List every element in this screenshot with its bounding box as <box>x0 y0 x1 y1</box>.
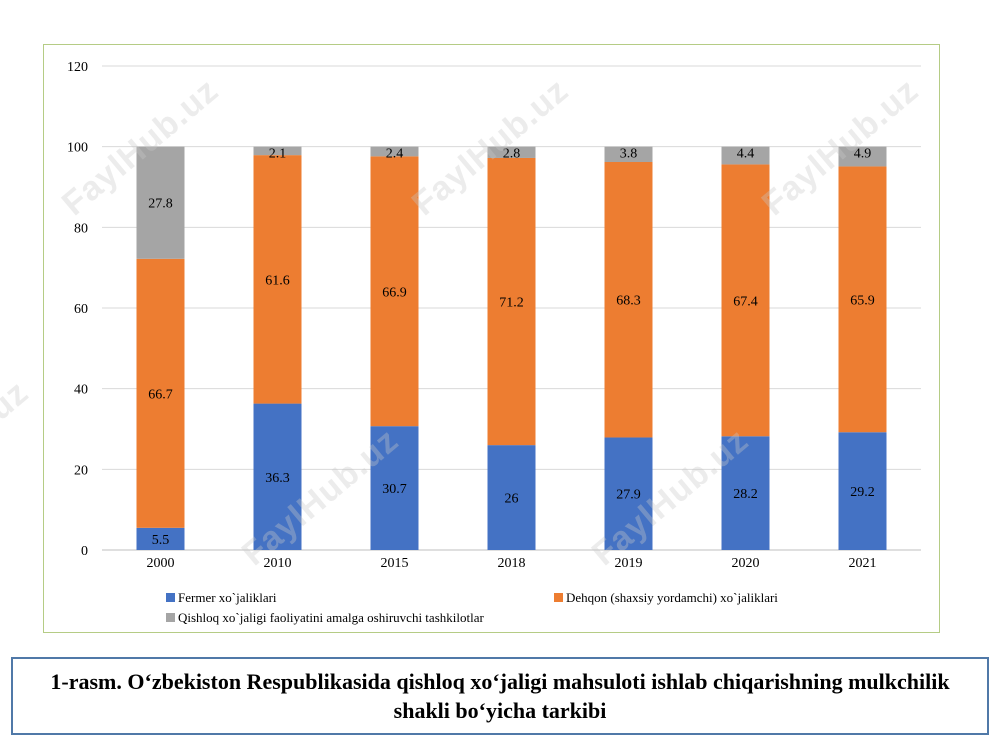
bar-segment <box>604 437 653 550</box>
y-tick-label: 80 <box>74 221 88 236</box>
y-tick-label: 40 <box>74 383 88 398</box>
bar-segment <box>370 156 419 427</box>
bar-segment <box>838 432 887 550</box>
bar-segment <box>721 164 770 437</box>
data-label: 66.7 <box>148 387 173 402</box>
data-label: 68.3 <box>616 294 641 309</box>
data-label: 3.8 <box>620 147 638 162</box>
data-label: 2.4 <box>386 147 404 162</box>
bar-segment <box>604 161 653 438</box>
bar-segment <box>487 146 536 158</box>
data-label: 26 <box>505 492 519 507</box>
data-label: 4.4 <box>737 147 755 162</box>
y-tick-label: 60 <box>74 302 88 317</box>
y-tick-label: 100 <box>67 141 88 156</box>
watermark: FaylHub.uz <box>0 373 36 526</box>
bar-segment <box>604 146 653 162</box>
bar-segment <box>253 155 302 404</box>
data-label: 30.7 <box>382 482 407 497</box>
bar-segment <box>487 445 536 550</box>
data-label: 28.2 <box>733 487 758 502</box>
x-tick-label: 2021 <box>849 556 877 571</box>
bar-segment <box>136 146 185 259</box>
y-tick-label: 0 <box>81 544 88 559</box>
bar-segment <box>721 436 770 550</box>
data-label: 65.9 <box>850 293 875 308</box>
legend-swatch <box>166 593 175 602</box>
y-tick-label: 120 <box>67 60 88 75</box>
bar-segment <box>370 146 419 157</box>
data-label: 71.2 <box>499 296 524 311</box>
legend-label: Dehqon (shaxsiy yordamchi) xo`jaliklari <box>566 590 778 605</box>
stacked-bar-chart: 0 20 40 60 80 100 120 5.5 66.7 27.8 2000 36.3 61.6 2.… <box>67 60 921 625</box>
data-label: 5.5 <box>152 533 170 548</box>
data-label: 2.1 <box>269 147 287 162</box>
data-label: 36.3 <box>265 471 290 486</box>
legend-swatch <box>554 593 563 602</box>
y-tick-label: 20 <box>74 463 88 478</box>
data-label: 27.8 <box>148 197 173 212</box>
bar-segment <box>487 157 536 446</box>
data-label: 4.9 <box>854 147 872 162</box>
bar-segment <box>136 527 185 550</box>
bar-segment <box>838 146 887 167</box>
bar-segment <box>721 146 770 165</box>
data-label: 61.6 <box>265 273 290 288</box>
x-tick-label: 2015 <box>381 556 409 571</box>
data-label: 2.8 <box>503 147 521 162</box>
bar-segment <box>253 403 302 550</box>
x-tick-label: 2000 <box>147 556 175 571</box>
bar-segment <box>838 166 887 433</box>
x-tick-label: 2019 <box>615 556 643 571</box>
x-tick-label: 2020 <box>732 556 760 571</box>
figure-caption: 1-rasm. O‘zbekiston Respublikasida qishl… <box>50 669 950 723</box>
data-label: 29.2 <box>850 485 875 500</box>
bar-segment <box>136 258 185 528</box>
caption-box: 1-rasm. O‘zbekiston Respublikasida qishl… <box>11 657 989 735</box>
legend-label: Fermer xo`jaliklari <box>178 590 277 605</box>
bar-segment <box>253 146 302 156</box>
legend-label: Qishloq xo`jaligi faoliyatini amalga osh… <box>178 610 484 625</box>
chart-frame: 0 20 40 60 80 100 120 5.5 66.7 27.8 2000 36.3 61.6 2.… <box>43 44 940 633</box>
data-label: 27.9 <box>616 488 641 503</box>
legend-swatch <box>166 613 175 622</box>
x-tick-label: 2010 <box>264 556 292 571</box>
bar-segment <box>370 426 419 550</box>
data-label: 67.4 <box>733 294 758 309</box>
data-label: 66.9 <box>382 285 407 300</box>
x-tick-label: 2018 <box>498 556 526 571</box>
